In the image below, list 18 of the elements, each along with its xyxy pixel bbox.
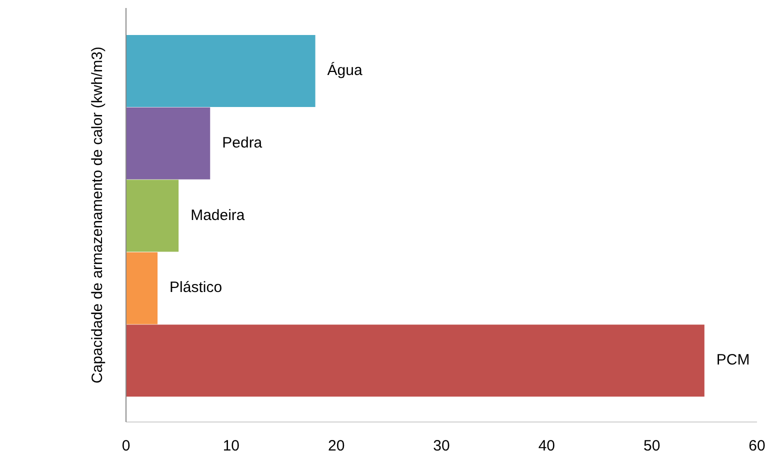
x-tick-label: 40 xyxy=(538,438,556,455)
bar xyxy=(126,252,158,324)
x-tick-label: 20 xyxy=(328,438,345,455)
x-tick-label: 60 xyxy=(748,438,766,455)
bar xyxy=(126,107,210,180)
x-tick-label: 30 xyxy=(433,438,450,455)
y-tick-label: PCM xyxy=(716,352,750,369)
y-tick-label: Água xyxy=(327,60,363,79)
x-tick-label: 10 xyxy=(222,438,240,455)
x-tick-label: 0 xyxy=(122,438,130,455)
y-axis-title: Capacidade de armazenamento de calor (kwh/m3) xyxy=(89,46,106,384)
bar xyxy=(126,35,316,107)
bar xyxy=(126,180,179,252)
y-tick-label: Plástico xyxy=(170,279,222,296)
x-tick-label: 50 xyxy=(643,438,660,455)
bar xyxy=(126,324,704,397)
y-tick-label: Pedra xyxy=(222,134,263,152)
y-tick-label: Madeira xyxy=(190,206,246,224)
